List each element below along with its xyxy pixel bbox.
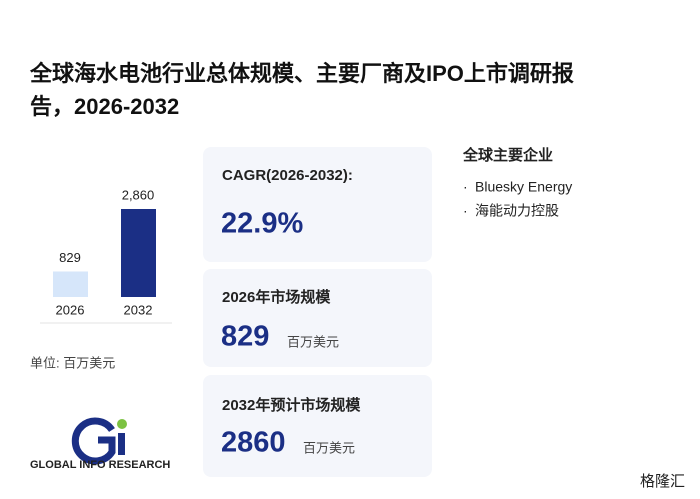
title-line-2: 告，2026-2032	[30, 94, 179, 119]
logo-mark	[71, 417, 127, 465]
card-label: 2026年市场规模	[222, 288, 331, 306]
unit-label: 单位: 百万美元	[30, 355, 115, 370]
card	[203, 147, 432, 262]
card-value: 829	[221, 321, 269, 353]
companies-title: 全球主要企业	[462, 146, 553, 164]
logo-text: GLOBAL INFO RESEARCH	[30, 459, 170, 471]
card-label: 2032年预计市场规模	[222, 396, 361, 414]
card-label: CAGR(2026-2032):	[222, 167, 353, 184]
card-unit: 百万美元	[287, 334, 339, 349]
card-value: 2860	[221, 427, 286, 459]
card-value: 22.9%	[221, 208, 303, 240]
x-tick-label: 2032	[124, 302, 153, 317]
bar	[53, 271, 88, 297]
card	[203, 375, 432, 477]
company: 海能动力控股	[475, 203, 559, 219]
bar	[121, 209, 156, 297]
x-tick-label: 2026	[56, 302, 85, 317]
bullet: ·	[463, 179, 468, 195]
card-unit: 百万美元	[303, 440, 355, 455]
value-label: 2,860	[122, 187, 155, 202]
bullet: ·	[463, 203, 468, 219]
value-label: 829	[59, 250, 81, 265]
watermark: 格隆汇	[640, 473, 685, 490]
card	[203, 269, 432, 367]
company: Bluesky Energy	[475, 179, 572, 195]
title-line-1: 全球海水电池行业总体规模、主要厂商及IPO上市调研报	[29, 61, 574, 86]
